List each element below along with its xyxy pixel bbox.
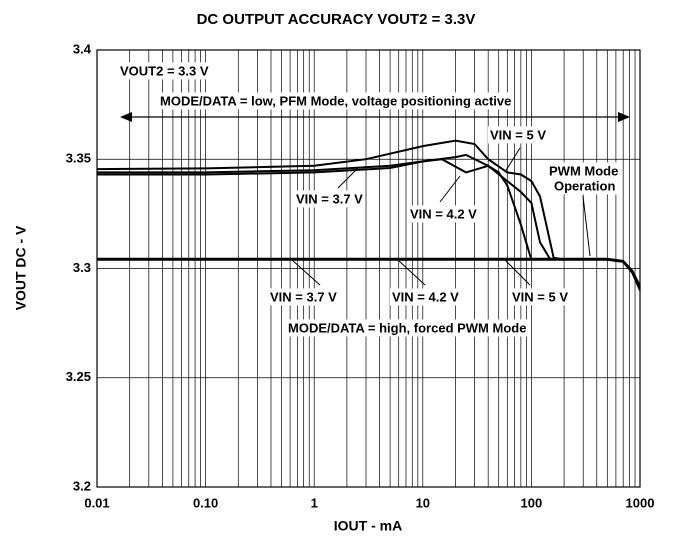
- x-tick-label: 0.01: [84, 495, 109, 510]
- annotation: VIN = 5 V: [512, 289, 568, 304]
- annotation-background: [408, 205, 480, 223]
- y-axis-label: VOUT DC - V: [13, 225, 29, 310]
- annotation-background: [286, 319, 529, 337]
- annotation-background: [158, 92, 514, 110]
- arrow-head: [120, 112, 132, 122]
- annotation: VOUT2 = 3.3 V: [120, 63, 209, 78]
- leader: [504, 259, 531, 286]
- annotation: VIN = 3.7 V: [296, 191, 363, 206]
- x-tick-label: 1000: [626, 495, 655, 510]
- y-tick-label: 3.35: [66, 151, 91, 166]
- arrow-head: [618, 112, 630, 122]
- series-line: [97, 158, 533, 261]
- annotation-background: [510, 288, 571, 306]
- annotation: MODE/DATA = low, PFM Mode, voltage posit…: [160, 93, 511, 108]
- annotation: MODE/DATA = high, forced PWM Mode: [288, 320, 526, 335]
- annotation-background: [268, 288, 340, 306]
- leader: [504, 147, 521, 173]
- annotation: PWM Mode: [549, 163, 618, 178]
- data-layer: [96, 139, 641, 291]
- y-tick-label: 3.3: [73, 260, 91, 275]
- series-line: [97, 153, 552, 261]
- annotation-layer: VOUT2 = 3.3 V MODE/DATA = low, PFM Mode, …: [118, 62, 630, 337]
- leader: [291, 259, 321, 286]
- y-tick-label: 3.2: [73, 478, 91, 493]
- annotation-background: [118, 62, 211, 80]
- annotation: VIN = 4.2 V: [392, 289, 459, 304]
- annotation-background: [488, 126, 549, 144]
- leader: [582, 195, 591, 257]
- annotation-background: [552, 177, 618, 195]
- annotation: VIN = 4.2 V: [410, 206, 477, 221]
- series-line: [97, 257, 641, 287]
- annotation: VIN = 5 V: [490, 127, 546, 142]
- leader: [397, 259, 426, 286]
- annotation: VIN = 3.7 V: [270, 289, 337, 304]
- series-line: [97, 258, 641, 291]
- chart-title: DC OUTPUT ACCURACY VOUT2 = 3.3V: [197, 11, 476, 28]
- annotation-background: [390, 288, 462, 306]
- x-tick-label: 10: [416, 495, 430, 510]
- series-line: [96, 139, 565, 261]
- leader: [439, 175, 461, 203]
- plot-frame: [96, 49, 641, 488]
- series-line: [97, 258, 641, 289]
- x-axis-label: IOUT - mA: [334, 518, 402, 534]
- annotation-background: [294, 190, 366, 208]
- leader: [337, 167, 359, 189]
- y-tick-label: 3.25: [66, 369, 91, 384]
- x-tick-label: 0.10: [193, 495, 218, 510]
- x-tick-label: 1: [311, 495, 318, 510]
- annotation-background: [547, 162, 621, 180]
- y-tick-label: 3.4: [73, 41, 92, 56]
- annotation: Operation: [554, 178, 615, 193]
- grid-layer: [96, 49, 641, 488]
- x-tick-label: 100: [521, 495, 543, 510]
